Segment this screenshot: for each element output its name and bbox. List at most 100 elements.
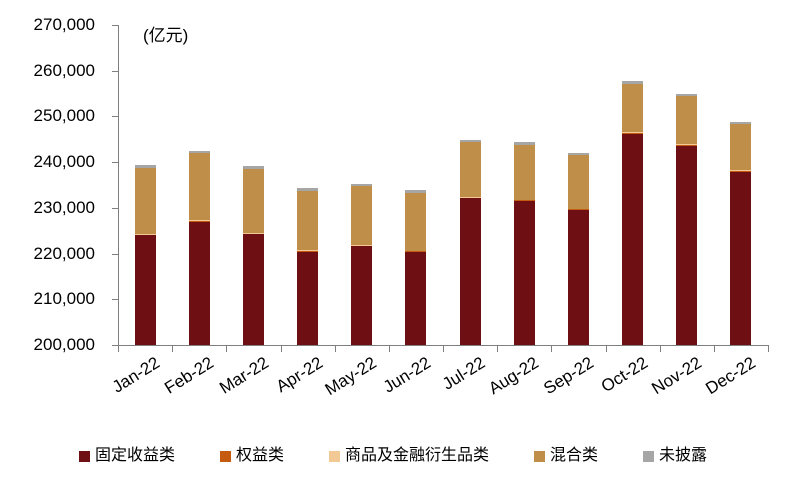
legend-swatch-icon [78,450,90,462]
x-axis-label: Jun-22 [379,353,434,397]
x-axis-label: May-22 [321,353,380,400]
x-axis-label: Jul-22 [438,353,489,394]
bar-segment-固定收益类 [297,251,319,345]
y-axis-tick [112,71,118,72]
bar-segment-混合类 [622,83,644,133]
bar [513,142,535,345]
y-axis-label: 240,000 [33,152,95,172]
bar-segment-商品及金融衍生品类 [730,170,752,172]
bar-segment-固定收益类 [188,221,210,345]
bar [242,166,264,345]
y-axis-tick [112,299,118,300]
legend-item: 固定收益类 [78,446,175,466]
x-axis-label: Oct-22 [597,353,651,397]
bar [351,184,373,345]
bar-segment-混合类 [134,168,156,234]
bar-segment-混合类 [351,186,373,245]
x-axis-label: Sep-22 [539,353,597,399]
bar-segment-权益类 [730,171,752,172]
bar-segment-固定收益类 [351,246,373,345]
x-axis-tick [768,346,769,352]
bar-segment-商品及金融衍生品类 [676,144,698,145]
bar [405,190,427,345]
bar-segment-固定收益类 [242,234,264,345]
y-axis-tick [112,345,118,346]
y-axis-tick [112,116,118,117]
legend-item: 未披露 [643,446,707,466]
x-axis-tick [606,346,607,352]
bar-segment-混合类 [459,142,481,197]
x-axis-tick [389,346,390,352]
bar-segment-商品及金融衍生品类 [567,208,589,210]
bar-segment-权益类 [513,200,535,201]
x-axis-tick [443,346,444,352]
y-axis-label: 250,000 [33,106,95,126]
x-axis-tick [335,346,336,352]
y-axis-label: 230,000 [33,197,95,217]
bar-segment-未披露 [405,190,427,193]
bar-segment-商品及金融衍生品类 [134,233,156,235]
legend-item: 权益类 [219,446,284,466]
legend-label: 固定收益类 [94,447,175,464]
bar [134,164,156,345]
legend-swatch-icon [534,450,545,462]
bar-segment-未披露 [297,188,319,192]
x-axis-label: Jan-22 [109,353,164,397]
y-axis-label: 260,000 [33,60,95,80]
bar-segment-商品及金融衍生品类 [405,250,427,252]
bar [188,151,210,345]
bar-segment-未披露 [730,121,752,125]
bar-segment-混合类 [567,155,589,209]
bar-segment-固定收益类 [405,252,427,345]
legend-label: 未披露 [659,447,708,464]
bar [567,153,589,345]
bar-segment-混合类 [405,192,427,251]
bar-segment-混合类 [242,168,264,233]
bar-segment-混合类 [297,191,319,251]
x-axis-tick [660,346,661,352]
x-axis-tick [281,346,282,352]
bar-segment-混合类 [188,153,210,221]
bar-segment-固定收益类 [676,145,698,345]
bar-segment-权益类 [459,197,481,199]
bar [297,188,319,345]
bar-segment-未披露 [513,142,535,145]
bar-segment-权益类 [676,144,698,146]
bar-segment-混合类 [513,144,535,200]
bar-segment-固定收益类 [567,210,589,345]
bar-segment-商品及金融衍生品类 [242,232,264,234]
bar-segment-商品及金融衍生品类 [513,199,535,201]
bar [622,80,644,345]
x-axis-label: Nov-22 [648,353,705,399]
bar-segment-权益类 [351,245,373,247]
legend-label: 混合类 [550,447,599,464]
bar-segment-商品及金融衍生品类 [459,196,481,198]
bar-segment-商品及金融衍生品类 [351,244,373,246]
x-axis-tick [172,346,173,352]
bar-segment-商品及金融衍生品类 [188,220,210,221]
bar-segment-固定收益类 [622,133,644,345]
x-axis-label: Feb-22 [161,353,218,398]
bar-segment-固定收益类 [730,171,752,345]
unit-label: (亿元) [143,26,189,45]
bar-segment-未披露 [622,80,644,84]
bar-segment-未披露 [242,166,264,169]
bar-segment-未披露 [567,153,589,156]
y-axis-tick [112,25,118,26]
bar [676,94,698,345]
x-axis-label: Dec-22 [702,353,759,399]
bar-segment-未披露 [351,184,373,187]
bar-segment-固定收益类 [134,235,156,345]
x-axis-label: Aug-22 [485,353,543,399]
bar-segment-未披露 [676,94,698,97]
bar-segment-混合类 [730,124,752,171]
bar [730,121,752,345]
x-axis-line [118,345,769,346]
bar [459,140,481,345]
bar-segment-权益类 [134,234,156,236]
x-axis-tick [118,346,119,352]
y-axis-line [118,25,119,346]
y-axis-label: 220,000 [33,243,95,263]
bar-segment-未披露 [459,140,481,143]
